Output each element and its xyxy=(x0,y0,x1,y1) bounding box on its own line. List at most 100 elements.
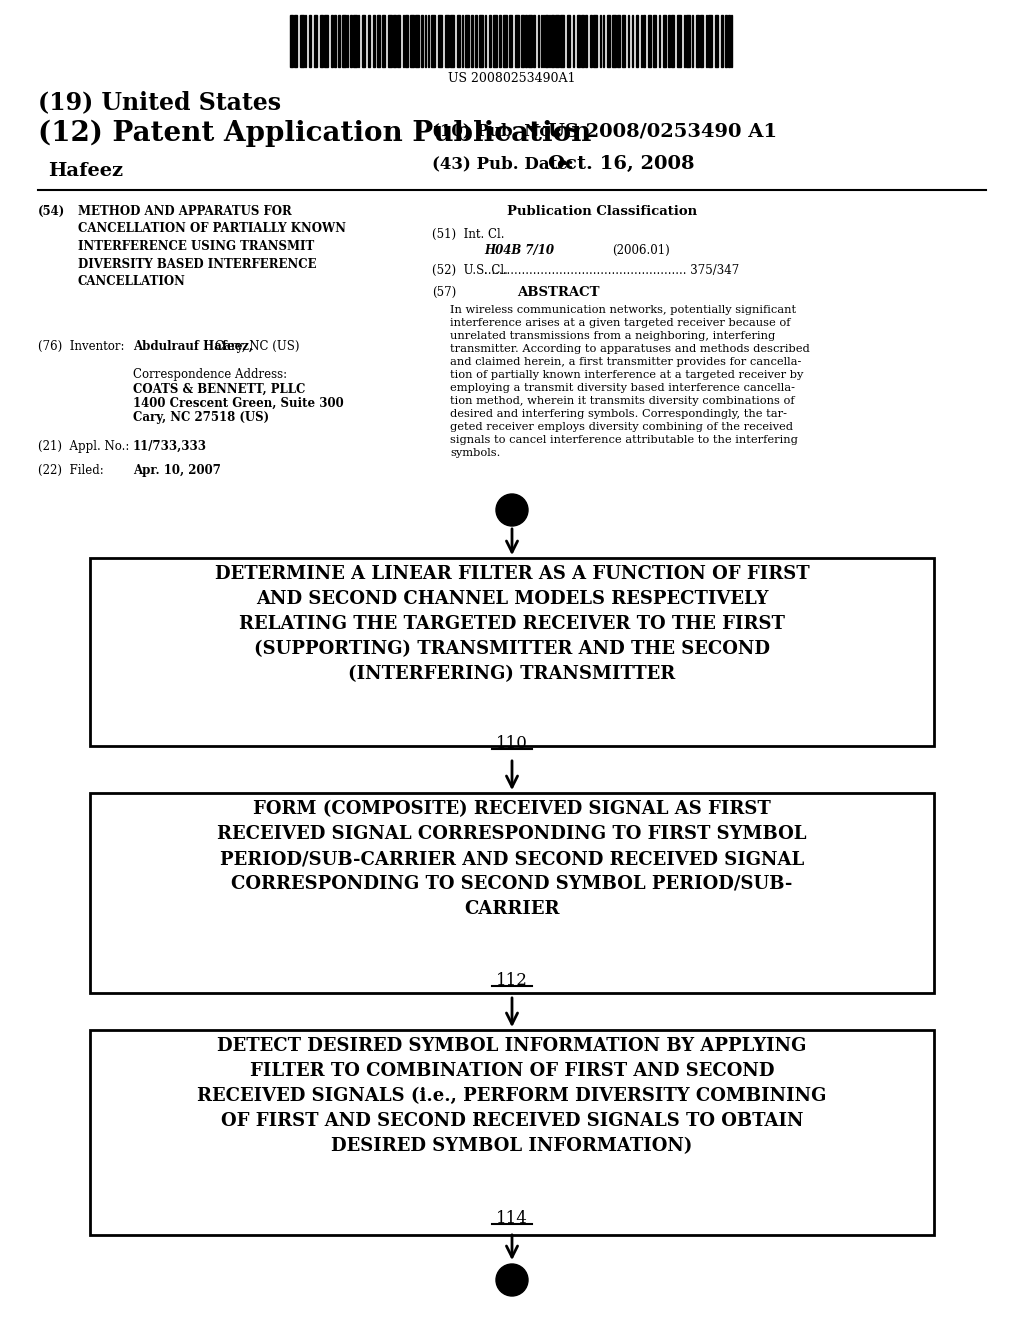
Bar xyxy=(528,15,532,67)
Bar xyxy=(545,15,548,67)
Text: 11/733,333: 11/733,333 xyxy=(133,440,207,453)
Bar xyxy=(382,15,385,67)
Bar xyxy=(431,15,435,67)
Text: 112: 112 xyxy=(496,972,528,989)
Bar xyxy=(406,15,408,67)
Text: In wireless communication networks, potentially significant
interference arises : In wireless communication networks, pote… xyxy=(450,305,810,458)
Text: METHOD AND APPARATUS FOR
CANCELLATION OF PARTIALLY KNOWN
INTERFERENCE USING TRAN: METHOD AND APPARATUS FOR CANCELLATION OF… xyxy=(78,205,346,288)
Bar xyxy=(314,15,317,67)
Bar xyxy=(377,15,380,67)
Text: (21)  Appl. No.:: (21) Appl. No.: xyxy=(38,440,129,453)
Text: (22)  Filed:: (22) Filed: xyxy=(38,465,103,477)
Text: Abdulrauf Hafeez,: Abdulrauf Hafeez, xyxy=(133,341,253,352)
Bar xyxy=(493,15,497,67)
Bar xyxy=(489,15,490,67)
Bar xyxy=(342,15,346,67)
Bar xyxy=(499,15,501,67)
Text: COATS & BENNETT, PLLC: COATS & BENNETT, PLLC xyxy=(133,383,305,396)
Circle shape xyxy=(496,494,528,525)
Text: Oct. 16, 2008: Oct. 16, 2008 xyxy=(548,154,694,173)
Bar xyxy=(457,15,460,67)
Bar xyxy=(617,15,620,67)
Bar xyxy=(521,15,524,67)
Text: (43) Pub. Date:: (43) Pub. Date: xyxy=(432,154,573,172)
Bar xyxy=(421,15,423,67)
Bar xyxy=(590,15,592,67)
Bar xyxy=(294,15,297,67)
Bar xyxy=(410,15,414,67)
Bar xyxy=(334,15,336,67)
Bar xyxy=(551,15,554,67)
Bar xyxy=(663,15,666,67)
Bar xyxy=(471,15,473,67)
Text: US 20080253490A1: US 20080253490A1 xyxy=(449,73,575,84)
Text: Correspondence Address:: Correspondence Address: xyxy=(133,368,287,381)
Text: DETECT DESIRED SYMBOL INFORMATION BY APPLYING
FILTER TO COMBINATION OF FIRST AND: DETECT DESIRED SYMBOL INFORMATION BY APP… xyxy=(198,1038,826,1155)
Text: 110: 110 xyxy=(496,735,528,752)
Bar xyxy=(397,15,400,67)
Bar xyxy=(585,15,587,67)
Bar xyxy=(90,1030,934,1236)
Bar xyxy=(577,15,580,67)
Bar xyxy=(677,15,681,67)
Bar xyxy=(90,793,934,993)
Bar xyxy=(362,15,365,67)
Bar xyxy=(567,15,570,67)
Text: (57): (57) xyxy=(432,286,457,300)
Bar xyxy=(450,15,454,67)
Text: US 2008/0253490 A1: US 2008/0253490 A1 xyxy=(548,121,777,140)
Bar xyxy=(648,15,651,67)
Bar xyxy=(534,15,535,67)
Text: ABSTRACT: ABSTRACT xyxy=(517,286,599,300)
Bar xyxy=(373,15,375,67)
Bar xyxy=(350,15,352,67)
Bar xyxy=(715,15,718,67)
Bar xyxy=(607,15,610,67)
Text: 1400 Crescent Green, Suite 300: 1400 Crescent Green, Suite 300 xyxy=(133,397,344,411)
Bar xyxy=(622,15,625,67)
Text: 114: 114 xyxy=(496,1210,528,1228)
Bar xyxy=(90,558,934,746)
Text: DETERMINE A LINEAR FILTER AS A FUNCTION OF FIRST
AND SECOND CHANNEL MODELS RESPE: DETERMINE A LINEAR FILTER AS A FUNCTION … xyxy=(215,565,809,682)
Text: (51)  Int. Cl.: (51) Int. Cl. xyxy=(432,228,505,242)
Bar xyxy=(560,15,564,67)
Bar xyxy=(671,15,674,67)
Text: (52)  U.S. Cl.: (52) U.S. Cl. xyxy=(432,264,508,277)
Bar xyxy=(290,15,293,67)
Text: ...................................................... 375/347: ........................................… xyxy=(484,264,739,277)
Bar xyxy=(465,15,469,67)
Bar xyxy=(319,15,323,67)
Bar xyxy=(643,15,645,67)
Text: FORM (COMPOSITE) RECEIVED SIGNAL AS FIRST
RECEIVED SIGNAL CORRESPONDING TO FIRST: FORM (COMPOSITE) RECEIVED SIGNAL AS FIRS… xyxy=(217,800,807,917)
Circle shape xyxy=(496,1265,528,1296)
Bar xyxy=(593,15,597,67)
Text: Cary, NC 27518 (US): Cary, NC 27518 (US) xyxy=(133,411,269,424)
Bar xyxy=(612,15,616,67)
Text: (2006.01): (2006.01) xyxy=(612,244,670,257)
Bar xyxy=(415,15,419,67)
Bar xyxy=(479,15,483,67)
Bar xyxy=(475,15,477,67)
Bar xyxy=(581,15,584,67)
Bar xyxy=(368,15,370,67)
Text: Apr. 10, 2007: Apr. 10, 2007 xyxy=(133,465,221,477)
Bar xyxy=(353,15,357,67)
Bar xyxy=(653,15,656,67)
Text: Hafeez: Hafeez xyxy=(48,162,123,180)
Bar xyxy=(555,15,559,67)
Text: Cary, NC (US): Cary, NC (US) xyxy=(215,341,299,352)
Bar xyxy=(686,15,690,67)
Text: Publication Classification: Publication Classification xyxy=(507,205,697,218)
Text: (54): (54) xyxy=(38,205,66,218)
Bar xyxy=(338,15,340,67)
Bar xyxy=(515,15,519,67)
Bar xyxy=(728,15,730,67)
Bar xyxy=(309,15,311,67)
Bar xyxy=(636,15,638,67)
Text: (19) United States: (19) United States xyxy=(38,90,282,114)
Text: (10) Pub. No.:: (10) Pub. No.: xyxy=(432,121,562,139)
Text: (12) Patent Application Publication: (12) Patent Application Publication xyxy=(38,120,592,148)
Bar xyxy=(708,15,712,67)
Bar xyxy=(696,15,699,67)
Bar xyxy=(721,15,723,67)
